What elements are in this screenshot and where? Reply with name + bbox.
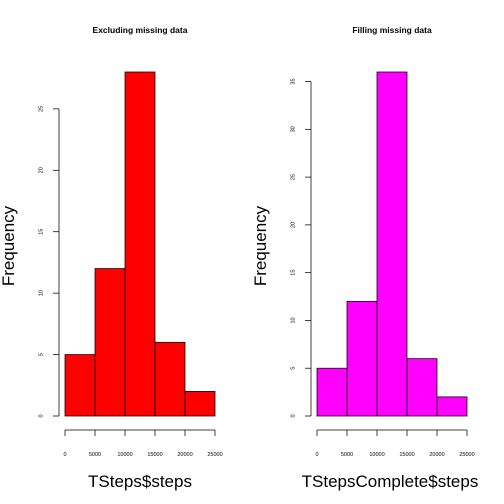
y-tick-label: 30 [290, 126, 296, 132]
x-tick-label: 10000 [117, 452, 132, 458]
y-tick-label: 10 [290, 317, 296, 323]
histogram-bar [376, 71, 408, 417]
y-axis-label: Frequency [251, 205, 270, 286]
x-axis-label: TSteps$steps [88, 472, 192, 491]
histogram-bar [94, 268, 126, 417]
histogram-bar [346, 300, 378, 417]
histogram-bar [436, 396, 468, 417]
x-tick-label: 20000 [177, 452, 192, 458]
x-tick-label: 0 [315, 452, 318, 458]
chart-title: Filling missing data [352, 25, 432, 35]
y-tick-label: 5 [38, 353, 44, 356]
y-tick-label: 20 [38, 167, 44, 173]
histogram-bar [64, 354, 96, 417]
y-tick-label: 15 [38, 229, 44, 235]
y-tick-label: 10 [38, 290, 44, 296]
histogram-bar [124, 71, 156, 417]
y-tick-label: 5 [290, 367, 296, 370]
x-tick-label: 15000 [147, 452, 162, 458]
histogram-panel-excluding-missing: Excluding missing data TSteps$steps Freq… [0, 25, 223, 491]
x-tick-label: 5000 [89, 452, 101, 458]
x-tick-label: 25000 [207, 452, 222, 458]
histogram-panel-filling-missing: Filling missing data TStepsComplete$step… [251, 25, 478, 491]
x-tick-label: 10000 [369, 452, 384, 458]
x-tick-label: 15000 [399, 452, 414, 458]
y-axis-label: Frequency [0, 205, 18, 286]
y-tick-label: 0 [290, 414, 296, 417]
y-tick-label: 0 [38, 414, 44, 417]
x-tick-label: 25000 [459, 452, 474, 458]
x-axis-label: TStepsComplete$steps [302, 472, 479, 491]
histogram-bar [154, 341, 186, 417]
x-tick-label: 0 [63, 452, 66, 458]
y-tick-label: 35 [290, 78, 296, 84]
histogram-bar [406, 358, 438, 417]
y-tick-label: 25 [38, 106, 44, 112]
chart-title: Excluding missing data [93, 25, 188, 35]
y-tick-label: 25 [290, 174, 296, 180]
y-tick-label: 20 [290, 222, 296, 228]
histogram-bar [184, 391, 216, 417]
y-tick-label: 15 [290, 270, 296, 276]
histogram-bar [316, 367, 348, 417]
x-tick-label: 5000 [341, 452, 353, 458]
x-tick-label: 20000 [429, 452, 444, 458]
